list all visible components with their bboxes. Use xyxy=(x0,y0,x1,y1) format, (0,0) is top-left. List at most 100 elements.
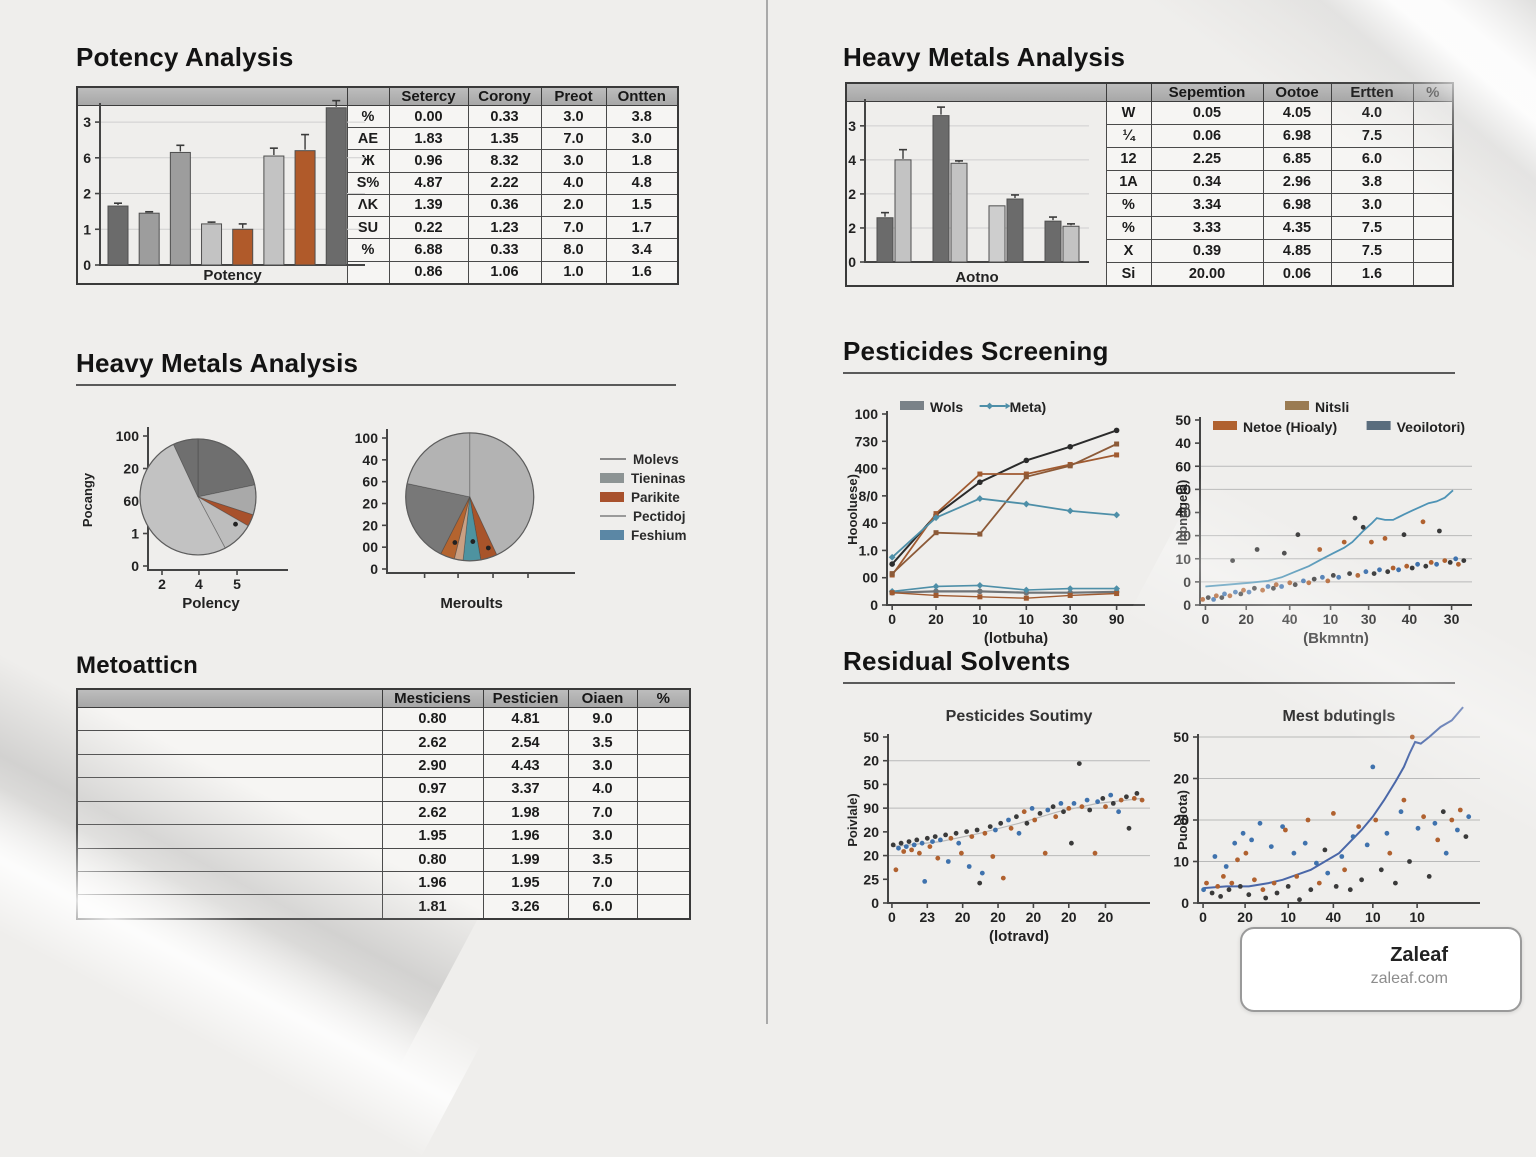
table-cell: 0.80 xyxy=(381,706,484,732)
legend-label: Parikite xyxy=(631,489,680,505)
table-cell: 3.0 xyxy=(567,753,638,779)
table-cell xyxy=(636,870,691,896)
table-cell xyxy=(636,824,691,849)
svg-text:Polency: Polency xyxy=(182,595,240,612)
svg-text:Meta): Meta) xyxy=(1010,399,1047,415)
table-cell: 1.5 xyxy=(605,193,679,218)
table-cell: 0.80 xyxy=(381,847,484,872)
table-row: 1.95 1.96 3.0 xyxy=(76,824,691,849)
legend-label: Molevs xyxy=(633,451,679,467)
table-cell: 6.98 xyxy=(1262,192,1332,217)
table-cell xyxy=(636,730,691,755)
table-cell xyxy=(76,753,383,779)
svg-text:Pesticides Soutimy: Pesticides Soutimy xyxy=(946,708,1093,725)
pesticides-rule xyxy=(843,372,1455,374)
table-cell: 6.85 xyxy=(1262,146,1332,171)
table-cell xyxy=(76,800,383,826)
svg-text:0: 0 xyxy=(1199,909,1207,925)
table-cell: 3.4 xyxy=(605,238,679,262)
table-cell: 1.95 xyxy=(381,824,484,849)
heavy-metals-left-rule xyxy=(76,384,676,386)
svg-text:20: 20 xyxy=(863,753,879,769)
table-row: AE 1.83 1.35 7.0 3.0 xyxy=(77,127,679,151)
table-cell: 0.36 xyxy=(467,193,542,218)
svg-text:20: 20 xyxy=(1173,771,1189,787)
table-cell: 7.0 xyxy=(567,870,638,896)
svg-text:40: 40 xyxy=(1326,909,1342,925)
svg-text:3: 3 xyxy=(83,114,91,130)
col-header: Corony xyxy=(467,86,542,106)
svg-text:Poivlale): Poivlale) xyxy=(845,793,860,846)
svg-text:25: 25 xyxy=(863,871,879,887)
table-cell: 2.22 xyxy=(467,171,542,195)
svg-text:(lotbuha): (lotbuha) xyxy=(984,630,1048,647)
table-row: 2.90 4.43 3.0 xyxy=(76,753,691,779)
svg-text:1: 1 xyxy=(83,221,91,237)
table-row: 2.62 1.98 7.0 xyxy=(76,800,691,826)
legend-item: Tieninas xyxy=(600,470,730,486)
table-cell xyxy=(76,777,383,802)
table-cell: 4.81 xyxy=(482,706,569,732)
svg-text:0: 0 xyxy=(1183,597,1191,613)
table-row: 1.96 1.95 7.0 xyxy=(76,870,691,896)
svg-text:30: 30 xyxy=(1444,611,1460,627)
svg-text:0: 0 xyxy=(83,257,91,273)
svg-text:20: 20 xyxy=(863,824,879,840)
table-cell: 0.22 xyxy=(388,216,469,240)
table-cell: 3.0 xyxy=(1330,192,1414,217)
table-cell xyxy=(76,847,383,872)
table-cell: 0.86 xyxy=(388,260,469,285)
table-row: 1.81 3.26 6.0 xyxy=(76,894,691,920)
table-cell: 8.0 xyxy=(540,238,607,262)
svg-text:Veoilotori): Veoilotori) xyxy=(1397,419,1465,435)
svg-text:2: 2 xyxy=(158,576,166,592)
pesticides-scatter-chart: 0 0 10 20 40 60 60 40 50 0 20 40 10 30 40 30 Inbndgela)(… xyxy=(1175,398,1490,647)
table-cell: 0.97 xyxy=(381,777,484,802)
svg-text:2: 2 xyxy=(848,186,856,202)
table-cell xyxy=(1412,215,1454,240)
pesticides-line-chart: 0 00 1.0 40 8/0 400 730 100 0 20 10 10 30 90 Hoooluese… xyxy=(845,398,1157,647)
table-cell: 1.8 xyxy=(605,149,679,173)
report-table: Mesticiens Pesticien Oiaen% 0.80 4.81 9.0 2.62… xyxy=(76,688,691,920)
svg-text:2: 2 xyxy=(848,220,856,236)
table-cell: 0.06 xyxy=(1262,261,1332,287)
zaleaf-card[interactable]: Zaleaf zaleaf.com xyxy=(1240,927,1522,1012)
table-cell xyxy=(76,706,383,732)
table-cell: 1.35 xyxy=(467,127,542,151)
table-cell xyxy=(636,847,691,872)
page-divider xyxy=(766,0,768,1024)
table-row: 0.80 4.81 9.0 xyxy=(76,706,691,732)
col-header: Preot xyxy=(540,86,607,106)
legend-label: Tieninas xyxy=(631,470,686,486)
svg-text:Aotno: Aotno xyxy=(955,269,998,286)
svg-text:4: 4 xyxy=(848,152,856,168)
table-cell xyxy=(1412,101,1454,125)
table-cell xyxy=(1412,238,1454,263)
table-cell: 20.00 xyxy=(1150,261,1264,287)
table-cell: 3.34 xyxy=(1150,192,1264,217)
legend-swatch xyxy=(600,492,624,502)
svg-text:1: 1 xyxy=(131,526,139,542)
svg-text:Mest bdutingls: Mest bdutingls xyxy=(1283,708,1396,725)
svg-text:20: 20 xyxy=(955,909,971,925)
table-cell: 0.06 xyxy=(1150,123,1264,148)
table-cell: 4.0 xyxy=(1330,101,1414,125)
svg-text:5: 5 xyxy=(233,576,241,592)
table-cell: 1.23 xyxy=(467,216,542,240)
col-header xyxy=(76,86,348,106)
table-row: Ж 0.96 8.32 3.0 1.8 xyxy=(77,149,679,173)
svg-text:10: 10 xyxy=(1365,909,1381,925)
table-cell: 6.0 xyxy=(567,894,638,920)
table-cell: 0.39 xyxy=(1150,238,1264,263)
table-cell: 4.35 xyxy=(1262,215,1332,240)
svg-text:60: 60 xyxy=(123,493,139,509)
svg-text:8/0: 8/0 xyxy=(859,488,879,504)
brand-url: zaleaf.com xyxy=(1370,970,1448,987)
table-cell: 2.25 xyxy=(1150,146,1264,171)
col-header: Sepemtion xyxy=(1150,82,1264,102)
svg-text:20: 20 xyxy=(1238,611,1254,627)
svg-text:Hoooluese): Hoooluese) xyxy=(845,474,860,545)
table-cell xyxy=(1412,146,1454,171)
table-cell: 3.0 xyxy=(567,824,638,849)
table-cell: 1.06 xyxy=(467,260,542,285)
